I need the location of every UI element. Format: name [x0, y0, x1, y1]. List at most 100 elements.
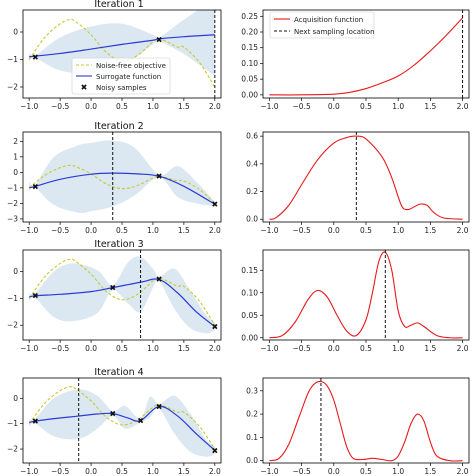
x-tick-label: 0.0 — [328, 226, 340, 235]
x-tick-label: 1.5 — [178, 344, 190, 353]
x-tick-label: 0.5 — [116, 226, 128, 235]
x-tick-label: −1.0 — [20, 344, 38, 353]
surrogate-line — [29, 278, 216, 328]
surrogate-line — [29, 34, 215, 58]
x-tick-label: 0.5 — [116, 344, 128, 353]
x-tick-label: 1.0 — [147, 102, 159, 111]
sample-point: ✖ — [211, 446, 218, 455]
iteration-2-surrogate-panel: Iteration 2 ✖ ✖ ✖ −1.0 −0.5 0.0 0.5 1.0 1.5 2.0 2 1… — [7, 121, 222, 235]
x-tick-label: 0.5 — [116, 102, 128, 111]
surrogate-legend: Noise-free objective Surrogate function … — [71, 57, 171, 95]
iteration-4-surrogate-panel: Iteration 4 ✖ ✖ ✖ ✖ ✖ −1.0 −0.5 0.0 0.5 1.0 1.5 2.0… — [7, 367, 222, 476]
x-tick-label: 1.0 — [147, 344, 159, 353]
y-tick-label: 0.0 — [246, 456, 258, 465]
y-tick-label: 0.10 — [241, 59, 258, 68]
y-tick-label: 0.10 — [241, 288, 258, 297]
y-tick-label: −1 — [7, 183, 18, 192]
x-tick-label: 0.0 — [328, 344, 340, 353]
x-tick-label: 2.0 — [457, 467, 469, 476]
x-tick-label: 1.5 — [178, 102, 190, 111]
x-tick-label: −1.0 — [260, 344, 278, 353]
iteration-3-surrogate-panel: Iteration 3 ✖ ✖ ✖ ✖ −1.0 −0.5 0.0 0.5 1.0 1.5 2.0 0… — [7, 239, 222, 353]
iteration-4-acquisition-plot-area — [269, 378, 463, 463]
y-tick-label: 0.15 — [241, 266, 258, 275]
sample-point: ✖ — [32, 292, 39, 301]
y-tick-label: 0.2 — [246, 187, 258, 196]
legend-surrogate-label: Surrogate function — [96, 73, 161, 81]
acquisition-legend: Acquisition function Next sampling locat… — [269, 11, 375, 39]
legend-samples-label: Noisy samples — [96, 84, 147, 92]
acquisition-line — [269, 135, 463, 220]
sample-point: ✖ — [109, 284, 116, 293]
x-tick-label: 1.5 — [178, 226, 190, 235]
x-tick-label: 0.0 — [85, 344, 97, 353]
y-tick-label: 0 — [13, 267, 18, 276]
y-tick-label: 0 — [13, 168, 18, 177]
x-tick-label: −1.0 — [20, 467, 38, 476]
sample-point: ✖ — [156, 36, 163, 45]
sample-point: ✖ — [32, 417, 39, 426]
x-tick-label: 0.0 — [85, 226, 97, 235]
iteration-2-surrogate-plot-area — [28, 132, 216, 222]
uncertainty-band — [29, 256, 215, 334]
objective-line — [28, 164, 216, 204]
x-tick-label: 2.0 — [457, 102, 469, 111]
objective-line — [28, 386, 216, 450]
x-tick-label: 1.0 — [392, 226, 404, 235]
y-tick-label: −2 — [7, 321, 18, 330]
x-tick-label: 2.0 — [209, 467, 221, 476]
y-tick-label: 0 — [13, 28, 18, 37]
y-tick-label: 0.4 — [246, 159, 258, 168]
y-tick-label: 0.00 — [241, 333, 258, 342]
x-tick-label: −1.0 — [260, 102, 278, 111]
x-tick-label: −1.0 — [20, 226, 38, 235]
x-tick-label: 2.0 — [457, 344, 469, 353]
surrogate-legend-box — [71, 57, 171, 95]
x-tick-label: −0.5 — [51, 226, 69, 235]
x-tick-label: 0.0 — [328, 467, 340, 476]
x-tick-label: −0.5 — [51, 467, 69, 476]
y-tick-label: 0.2 — [246, 410, 258, 419]
iteration-4-surrogate-plot-area — [28, 378, 216, 463]
x-tick-label: −0.5 — [51, 344, 69, 353]
sample-point: ✖ — [156, 402, 163, 411]
y-tick-label: −3 — [7, 214, 18, 223]
sample-point: ✖ — [109, 410, 116, 419]
legend-objective-label: Noise-free objective — [96, 62, 166, 70]
x-tick-label: 0.5 — [360, 344, 372, 353]
x-tick-label: 1.5 — [178, 467, 190, 476]
legend-next-sample-label: Next sampling location — [294, 28, 375, 36]
x-tick-label: −0.5 — [293, 467, 311, 476]
x-tick-label: −1.0 — [260, 226, 278, 235]
x-tick-label: 2.0 — [209, 102, 221, 111]
x-tick-label: 1.0 — [147, 467, 159, 476]
y-tick-label: 0.05 — [241, 75, 258, 84]
x-tick-label: 0.5 — [116, 467, 128, 476]
axes-frame — [262, 249, 470, 341]
y-tick-label: 0.15 — [241, 43, 258, 52]
x-tick-label: 1.0 — [392, 344, 404, 353]
x-tick-label: 0.5 — [360, 467, 372, 476]
y-tick-label: 0.6 — [246, 132, 258, 141]
y-tick-label: 0.00 — [241, 90, 258, 99]
x-tick-label: −0.5 — [293, 102, 311, 111]
x-tick-label: 0.0 — [328, 102, 340, 111]
uncertainty-band — [29, 140, 215, 214]
iteration-1-acquisition-panel: −1.0 −0.5 0.0 0.5 1.0 1.5 2.0 0.00 0.05 0.10 0.15 0… — [241, 9, 470, 111]
sample-point: ✖ — [156, 172, 163, 181]
x-tick-label: 1.0 — [147, 226, 159, 235]
iteration-2-acquisition-plot-area — [269, 132, 463, 222]
x-tick-label: 2.0 — [209, 344, 221, 353]
y-tick-label: 0.3 — [246, 386, 258, 395]
iteration-3-acquisition-plot-area — [269, 250, 463, 340]
axes-frame — [262, 377, 470, 464]
x-tick-label: 0.5 — [360, 102, 372, 111]
y-tick-label: −1 — [7, 294, 18, 303]
sample-point: ✖ — [32, 182, 39, 191]
legend-samples-marker: ✖ — [81, 83, 88, 92]
surrogate-line — [29, 405, 216, 451]
iteration-1-acquisition-plot-area — [269, 10, 464, 98]
sample-point: ✖ — [211, 200, 218, 209]
y-tick-label: 0.05 — [241, 311, 258, 320]
x-tick-label: 2.0 — [209, 226, 221, 235]
